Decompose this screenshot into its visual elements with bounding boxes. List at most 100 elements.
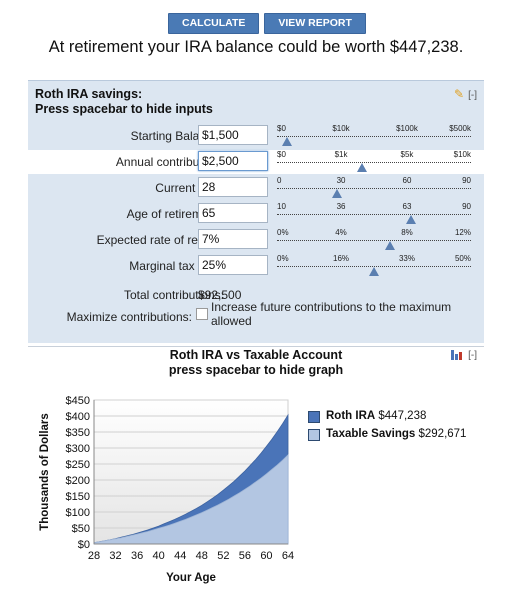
legend-item-taxable: Taxable Savings $292,671 [308, 427, 466, 445]
x-tick-label: 44 [174, 550, 186, 562]
starting-balance-slider[interactable]: $0 $10k $100k $500k [277, 124, 471, 148]
x-tick-label: 28 [88, 550, 100, 562]
pencil-icon[interactable]: ✎ [454, 87, 465, 101]
total-contributions-label: Total contributions: [123, 288, 224, 302]
rate-of-return-row: Expected rate of return: 0% 4% 8% 12% [28, 228, 484, 252]
y-tick-label: $450 [66, 395, 90, 407]
result-headline: At retirement your IRA balance could be … [48, 38, 464, 56]
x-tick-label: 60 [260, 550, 272, 562]
slider-tick-label: 63 [402, 202, 412, 211]
slider-tick-label: 0% [277, 228, 289, 237]
slider-tick-label: $10k [332, 124, 350, 133]
current-age-slider-thumb[interactable] [332, 189, 343, 198]
current-age-slider[interactable]: 0 30 60 90 [277, 176, 471, 200]
rate-of-return-slider-track[interactable] [277, 240, 471, 241]
starting-balance-row: Starting Balance:$0$10k$100k$500k [28, 124, 484, 148]
maximize-checkbox[interactable] [196, 308, 208, 320]
tax-rate-slider-track[interactable] [277, 266, 471, 267]
starting-balance-input[interactable] [198, 125, 268, 145]
inputs-panel-controls: ✎ [-] [454, 87, 477, 101]
slider-tick-label: $500k [449, 124, 471, 133]
annual-contribution-row: Annual contribution: $0 $1k $5k $10k [28, 150, 484, 174]
slider-tick-label: 10 [277, 202, 286, 211]
maximize-text: Increase future contributions to the max… [211, 300, 452, 328]
legend-value-roth: $447,238 [378, 410, 427, 422]
chart-title-line2: press spacebar to hide graph [168, 363, 344, 377]
x-tick-label: 64 [282, 550, 294, 562]
legend-swatch-taxable [308, 429, 320, 441]
y-tick-label: $50 [72, 523, 90, 535]
current-age-slider-track[interactable] [277, 188, 471, 189]
retirement-age-slider[interactable]: 10 36 63 90 [277, 202, 471, 226]
slider-tick-label: 50% [454, 254, 471, 263]
slider-tick-label: 0 [277, 176, 282, 185]
inputs-panel: Roth IRA savings: Press spacebar to hide… [28, 80, 484, 343]
current-age-input[interactable] [198, 177, 268, 197]
view-report-button[interactable]: VIEW REPORT [264, 13, 366, 34]
x-tick-label: 40 [153, 550, 165, 562]
x-axis-title: Your Age [166, 572, 216, 584]
tax-rate-row: Marginal tax rate:0%16%33%50% [28, 254, 484, 278]
y-tick-label: $100 [66, 507, 90, 519]
annual-contribution-slider-thumb[interactable] [357, 163, 368, 172]
annual-contribution-slider[interactable]: $0 $1k $5k $10k [277, 150, 471, 174]
legend-swatch-roth [308, 411, 320, 423]
inputs-title-line2: Press spacebar to hide inputs [35, 102, 213, 116]
slider-tick-label: 30 [336, 176, 346, 185]
slider-tick-label: 12% [454, 228, 471, 237]
x-tick-label: 52 [217, 550, 229, 562]
starting-balance-slider-track[interactable] [277, 136, 471, 137]
collapse-inputs-button[interactable]: [-] [468, 90, 477, 101]
maximize-label: Maximize contributions: [66, 310, 192, 324]
tax-rate-input[interactable] [198, 255, 268, 275]
slider-tick-label: $100k [396, 124, 418, 133]
rate-of-return-slider-thumb[interactable] [384, 241, 395, 250]
area-chart: $0 $50 $100 $150 $200 $250 $300 $350 $400 $450 28 3… [39, 395, 294, 584]
slider-tick-label: 16% [333, 254, 350, 263]
slider-tick-label: 90 [462, 176, 471, 185]
tax-rate-slider-thumb[interactable] [369, 267, 379, 276]
bar-chart-icon[interactable] [451, 350, 465, 361]
y-tick-label: $150 [66, 491, 90, 503]
slider-tick-label: 36 [336, 202, 346, 211]
annual-contribution-slider-track[interactable] [277, 162, 471, 163]
slider-tick-label: $1k [334, 150, 348, 159]
rate-of-return-label: Expected rate of return: [96, 233, 222, 247]
y-tick-label: $0 [78, 539, 90, 551]
legend-item-roth: Roth IRA $447,238 [308, 409, 466, 427]
chart-panel: Roth IRA vs Taxable Account press spaceb… [28, 346, 484, 597]
slider-tick-label: $0 [277, 150, 286, 159]
total-contributions-value: $92,500 [198, 288, 242, 302]
legend-name-roth: Roth IRA [326, 410, 376, 422]
slider-tick-label: 4% [335, 228, 347, 237]
y-tick-label: $300 [66, 443, 90, 455]
calculate-button[interactable]: CALCULATE [168, 13, 260, 34]
y-tick-label: $400 [66, 411, 90, 423]
retirement-age-slider-thumb[interactable] [405, 215, 416, 224]
maximize-row: Maximize contributions: [28, 301, 484, 331]
starting-balance-slider-thumb[interactable] [281, 137, 292, 146]
annual-contribution-input[interactable] [198, 151, 268, 171]
calculator-frame: CALCULATE VIEW REPORT At retirement your… [28, 0, 484, 598]
retirement-age-slider-track[interactable] [277, 214, 471, 215]
legend-name-taxable: Taxable Savings [326, 428, 416, 440]
slider-tick-label: $5k [400, 150, 414, 159]
slider-tick-label: 60 [402, 176, 412, 185]
slider-tick-label: 33% [398, 254, 415, 263]
tax-rate-slider[interactable]: 0% 16% 33% 50% [277, 254, 471, 278]
total-contributions-row: Total contributions: $92,500 [28, 283, 484, 307]
slider-tick-label: 0% [277, 254, 289, 263]
y-tick-label: $200 [66, 475, 90, 487]
annual-contribution-label: Annual contribution: [115, 155, 222, 169]
slider-tick-label: $10k [453, 150, 471, 159]
top-buttons: CALCULATE VIEW REPORT [168, 13, 366, 34]
legend-value-taxable: $292,671 [418, 428, 467, 440]
rate-of-return-input[interactable] [198, 229, 268, 249]
y-axis-title: Thousands of Dollars [39, 413, 51, 531]
chart-title: Roth IRA vs Taxable Account press spaceb… [28, 348, 484, 378]
retirement-age-input[interactable] [198, 203, 268, 223]
rate-of-return-slider[interactable]: 0% 4% 8% 12% [277, 228, 471, 252]
collapse-chart-button[interactable]: [-] [468, 350, 477, 361]
